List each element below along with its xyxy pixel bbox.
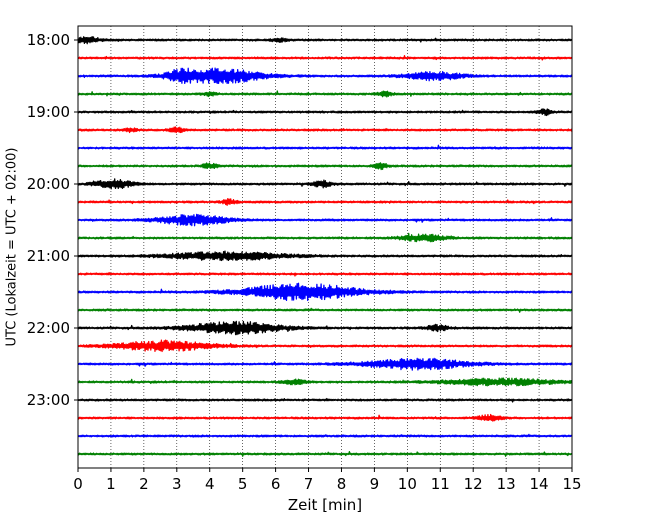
y-axis-ticks: 18:00 19:00 20:00 21:00 22:00 23:00 [27, 31, 78, 409]
trace-1815 [77, 55, 573, 61]
trace-2000 [77, 178, 573, 190]
traces [77, 35, 573, 457]
trace-2200 [77, 320, 573, 336]
x-tick-label: 11 [431, 475, 450, 493]
x-tick-label: 6 [271, 475, 281, 493]
x-tick-label: 9 [370, 475, 380, 493]
trace-2230 [77, 357, 573, 371]
trace-1945 [77, 162, 573, 171]
x-tick-label: 13 [497, 475, 516, 493]
trace-2030 [77, 213, 573, 227]
x-tick-label: 14 [530, 475, 549, 493]
trace-2315 [77, 413, 573, 422]
trace-2300 [77, 397, 573, 403]
x-tick-label: 15 [562, 475, 581, 493]
trace-1900 [77, 108, 573, 117]
trace-1845 [77, 90, 573, 98]
x-axis-title: Zeit [min] [288, 496, 362, 514]
x-tick-label: 0 [73, 475, 83, 493]
trace-2045 [77, 232, 573, 243]
trace-2100 [77, 250, 573, 262]
x-tick-label: 5 [238, 475, 248, 493]
y-axis-title: UTC (Lokalzeit = UTC + 02:00) [5, 148, 20, 347]
grid-lines [110, 26, 540, 468]
x-tick-label: 2 [139, 475, 149, 493]
x-tick-label: 10 [398, 475, 417, 493]
trace-2215 [77, 339, 573, 353]
y-tick-label: 23:00 [27, 391, 70, 409]
trace-2345 [77, 450, 573, 457]
trace-2115 [77, 271, 573, 277]
y-tick-label: 18:00 [27, 31, 70, 49]
x-tick-label: 12 [464, 475, 483, 493]
y-tick-label: 22:00 [27, 319, 70, 337]
y-tick-label: 21:00 [27, 247, 70, 265]
plot-frame [77, 25, 573, 469]
trace-2145 [77, 307, 573, 313]
x-tick-label: 1 [106, 475, 116, 493]
trace-2245 [77, 377, 573, 387]
trace-1930 [77, 144, 573, 150]
x-tick-label: 4 [205, 475, 215, 493]
trace-2015 [77, 197, 573, 206]
trace-1915 [77, 126, 573, 134]
y-tick-label: 19:00 [27, 103, 70, 121]
y-tick-label: 20:00 [27, 175, 70, 193]
trace-2130 [77, 282, 573, 302]
trace-1830 [77, 67, 573, 85]
x-tick-label: 3 [172, 475, 182, 493]
trace-2330 [77, 433, 573, 438]
x-axis-ticks: 0 1 2 3 4 5 6 7 8 9 10 11 12 13 14 15 [73, 468, 582, 493]
x-tick-label: 8 [337, 475, 347, 493]
x-tick-label: 7 [304, 475, 314, 493]
trace-1800 [77, 35, 573, 45]
